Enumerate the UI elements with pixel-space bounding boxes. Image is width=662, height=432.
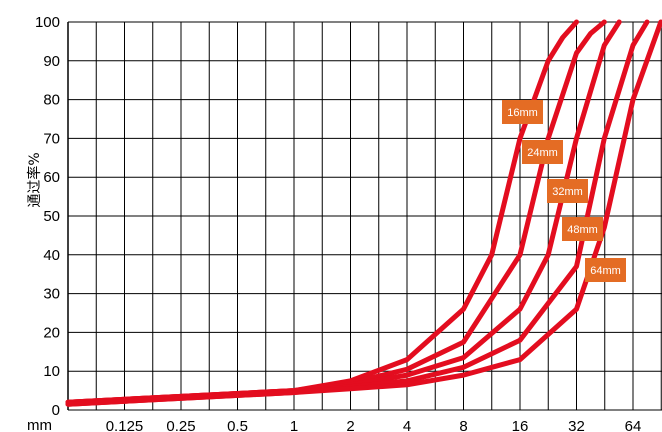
- series-tag-box: [562, 217, 603, 241]
- x-unit-label: mm: [27, 417, 52, 432]
- y-tick-label: 60: [43, 169, 60, 186]
- series-tag-16mm: 16mm: [502, 100, 543, 124]
- y-axis: 0 10 20 30 40 50 60 70 80 90 100: [35, 14, 60, 419]
- x-tick-label: 2: [346, 418, 354, 432]
- y-axis-title: 通过率%: [26, 152, 43, 207]
- x-tick-label: 0.5: [227, 418, 248, 432]
- y-tick-label: 30: [43, 286, 60, 303]
- series-tag-box: [522, 140, 563, 164]
- series-tag-label: 16mm: [507, 107, 538, 119]
- x-tick-label: 16: [512, 418, 529, 432]
- x-tick-label: 4: [403, 418, 411, 432]
- series-line-64mm: [65, 19, 662, 407]
- y-tick-label: 100: [35, 14, 60, 31]
- grid: [67, 21, 662, 411]
- x-tick-label: 0.125: [106, 418, 144, 432]
- y-tick-label: 50: [43, 208, 60, 225]
- y-tick-label: 20: [43, 324, 60, 341]
- series-tag-label: 24mm: [527, 147, 558, 159]
- series-tags: 16mm 24mm 32mm 48mm 64mm: [502, 100, 626, 282]
- series-line-24mm: [65, 19, 607, 405]
- series-tag-48mm: 48mm: [562, 217, 603, 241]
- series-layer: [65, 19, 662, 407]
- x-tick-label: 8: [459, 418, 467, 432]
- series-tag-24mm: 24mm: [522, 140, 563, 164]
- y-tick-label: 10: [43, 363, 60, 380]
- x-tick-label: 32: [568, 418, 585, 432]
- series-tag-32mm: 32mm: [547, 179, 588, 203]
- y-tick-label: 0: [52, 402, 60, 419]
- y-tick-label: 90: [43, 53, 60, 70]
- y-tick-label: 40: [43, 247, 60, 264]
- series-tag-label: 32mm: [552, 186, 583, 198]
- series-tag-64mm: 64mm: [585, 258, 626, 282]
- x-axis: 0.125 0.25 0.5 1 2 4 8 16 32 64: [106, 418, 642, 432]
- y-tick-label: 70: [43, 130, 60, 147]
- x-tick-label: 64: [625, 418, 642, 432]
- series-tag-box: [547, 179, 588, 203]
- series-tag-label: 48mm: [567, 224, 598, 236]
- series-tag-box: [585, 258, 626, 282]
- series-tag-label: 64mm: [590, 265, 621, 277]
- x-tick-label: 1: [290, 418, 298, 432]
- y-tick-label: 80: [43, 92, 60, 109]
- x-tick-label: 0.25: [166, 418, 195, 432]
- series-tag-box: [502, 100, 543, 124]
